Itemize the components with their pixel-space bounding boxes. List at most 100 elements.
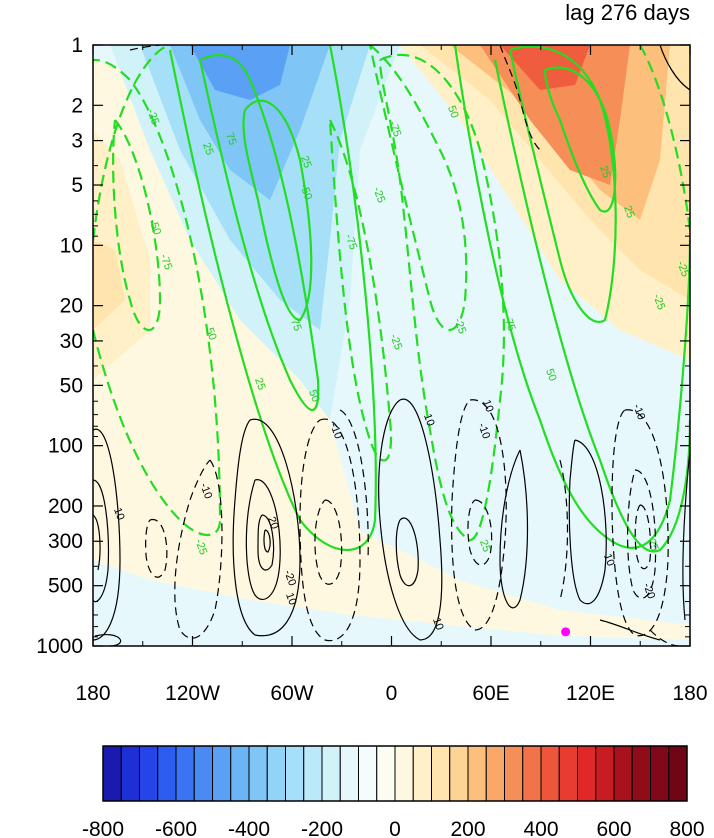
y-tick-label: 500 — [48, 575, 83, 598]
colorbar-box — [285, 745, 305, 802]
colorbar-tick-label: -800 — [82, 818, 124, 838]
black-contour — [93, 514, 101, 571]
y-tick-label: 1 — [71, 34, 83, 57]
colorbar-box — [431, 745, 451, 802]
green-contour — [493, 59, 690, 553]
colorbar-box — [358, 745, 378, 802]
black-contour — [93, 428, 121, 641]
green-contour-label: 50 — [543, 367, 558, 383]
colorbar-box — [157, 745, 177, 802]
plot-area — [93, 45, 690, 646]
colorbar-box — [540, 745, 560, 802]
black-contour — [232, 418, 301, 637]
black-contour — [467, 499, 493, 566]
black-contour — [559, 459, 569, 601]
black-contour — [339, 409, 369, 561]
black-contour-labels: 10 -10 -10 10 10 20 -20 10 -10 -10 10 -20 10 — [111, 398, 657, 632]
colorbar-tick-label: -600 — [155, 818, 197, 838]
y-tick-label: 50 — [60, 374, 83, 397]
black-contour-label: 10 — [111, 506, 126, 522]
colorbar-tick-label: 400 — [523, 818, 558, 838]
x-tick-label: 120E — [566, 682, 615, 705]
green-dashed-contours — [93, 45, 690, 542]
black-contour — [627, 469, 657, 599]
green-contour-labels: -25 -50 -75 -25 25 50 75 25 75 50 25 -50 -75 -25 -75 -2… — [144, 104, 691, 556]
black-contour — [378, 398, 443, 641]
green-contour — [198, 54, 320, 412]
colorbar-box — [485, 745, 505, 802]
colorbar-box — [613, 745, 633, 802]
colorbar-box — [467, 745, 487, 802]
green-contour-label: -25 — [650, 292, 667, 311]
chart-title: lag 276 days — [565, 0, 690, 25]
black-contour — [611, 409, 669, 637]
black-contour — [257, 514, 275, 571]
green-contour-label: -25 — [370, 185, 387, 204]
y-tick-label: 3 — [71, 130, 83, 153]
colorbar-tick-label: 0 — [389, 818, 401, 838]
colorbar-box — [248, 745, 268, 802]
colorbar-tick-label: -200 — [301, 818, 343, 838]
black-contour — [634, 504, 652, 570]
green-contour — [93, 45, 171, 241]
green-contour-label: 25 — [252, 376, 267, 392]
colorbar-box — [449, 745, 469, 802]
colorbar-box — [668, 745, 688, 802]
green-contour — [368, 45, 468, 331]
y-tick-label: 10 — [60, 234, 83, 257]
black-contour-label: -20 — [640, 581, 657, 600]
green-contour-label: 25 — [645, 537, 660, 553]
black-contour-label: -10 — [197, 481, 214, 500]
x-tick-label: 60E — [472, 682, 509, 705]
green-contour-label: 25 — [298, 154, 313, 170]
green-contour-label: -75 — [386, 119, 403, 138]
colorbar-box — [631, 745, 651, 802]
black-contour — [499, 45, 541, 151]
green-contour-label: -25 — [674, 259, 691, 278]
y-tick-label: 1000 — [36, 635, 83, 658]
black-contour — [145, 519, 168, 578]
green-contour-label: -75 — [157, 252, 174, 271]
black-contour-label: 10 — [480, 398, 495, 414]
black-solid-contours — [93, 45, 690, 646]
colorbar-box — [230, 745, 250, 802]
black-contour — [395, 517, 419, 587]
black-contour — [568, 439, 607, 605]
colorbar-box — [266, 745, 286, 802]
green-contour-label: 25 — [477, 538, 492, 554]
black-contour — [299, 418, 361, 642]
black-contour-label: -10 — [630, 402, 647, 421]
green-contour — [328, 119, 393, 462]
black-contour-label: -10 — [475, 421, 492, 440]
colorbar-box — [212, 745, 232, 802]
black-contour-label: -10 — [327, 421, 344, 440]
x-axis: 180 120W 60W 0 60E 120E 180 — [75, 45, 708, 705]
shade-negative-3 — [170, 45, 330, 200]
shade-positive-strip-2 — [93, 240, 125, 330]
y-tick-label: 2 — [71, 94, 83, 117]
y-tick-label: 200 — [48, 495, 83, 518]
shade-negative-4 — [190, 45, 290, 100]
green-contour — [639, 45, 690, 231]
colorbar-box — [339, 745, 359, 802]
colorbar-box — [193, 745, 213, 802]
green-contour-label: -25 — [451, 316, 468, 335]
colorbar-box — [120, 745, 140, 802]
green-contour — [453, 45, 690, 549]
colorbar-box — [139, 745, 159, 802]
y-tick-label: 20 — [60, 295, 83, 318]
colorbar-box — [522, 745, 542, 802]
black-contour — [93, 479, 109, 603]
colorbar: -800 -600 -400 -200 0 200 400 600 800 — [82, 745, 705, 838]
colorbar-frame — [102, 745, 688, 802]
black-contour-label: 20 — [265, 515, 280, 531]
green-contour-label: -25 — [144, 107, 161, 126]
green-contour-label: -25 — [387, 332, 404, 351]
y-tick-label: 5 — [71, 174, 83, 197]
green-contour-label: 50 — [306, 388, 321, 404]
colorbar-tick-label: 600 — [596, 818, 631, 838]
colorbar-box — [394, 745, 414, 802]
green-contour-label: 75 — [288, 317, 303, 333]
black-contour — [314, 499, 343, 585]
